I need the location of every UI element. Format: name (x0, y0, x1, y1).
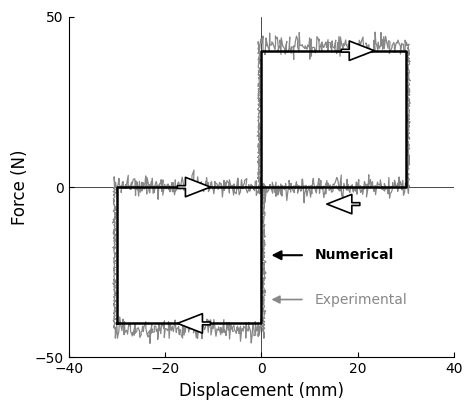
Text: Numerical: Numerical (314, 248, 393, 262)
Text: Experimental: Experimental (314, 293, 407, 307)
Y-axis label: Force (N): Force (N) (11, 149, 29, 225)
X-axis label: Displacement (mm): Displacement (mm) (179, 382, 344, 400)
